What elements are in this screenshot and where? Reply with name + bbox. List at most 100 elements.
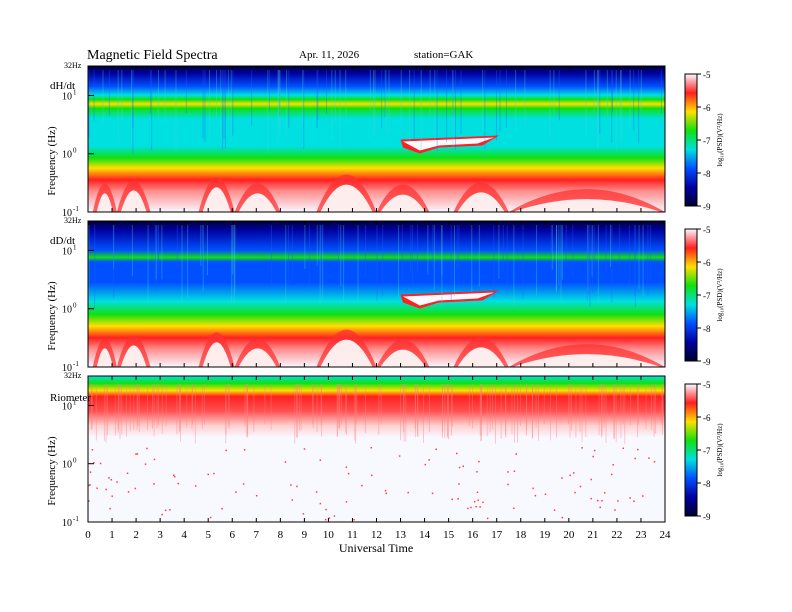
noise-speck — [622, 447, 625, 450]
white-activity-region — [512, 199, 661, 212]
noise-speck — [634, 457, 636, 460]
noise-speck — [110, 478, 113, 481]
noise-speck — [617, 500, 619, 502]
noise-speck — [153, 458, 156, 461]
noise-speck — [479, 506, 481, 508]
noise-speck — [303, 448, 306, 450]
y-tick-exponent: 0 — [73, 147, 77, 155]
y-tick-label: 10 — [62, 150, 72, 161]
noise-speck — [590, 478, 592, 481]
noise-speck — [177, 482, 180, 485]
y-tick-label: 10 — [62, 460, 72, 471]
noise-speck — [319, 502, 322, 505]
noise-speck — [96, 487, 98, 489]
colorbar — [684, 228, 698, 362]
colorbar-tick-label: -6 — [703, 258, 711, 268]
colorbar-tick-label: -7 — [703, 291, 711, 301]
noise-speck — [581, 447, 583, 449]
noise-speck — [451, 498, 453, 501]
noise-speck — [255, 494, 258, 497]
noise-speck — [225, 449, 227, 452]
noise-speck — [135, 453, 137, 455]
y-tick-label: 10 — [62, 401, 72, 412]
noise-speck — [89, 484, 91, 486]
noise-speck — [590, 497, 592, 500]
station-label: station=GAK — [414, 49, 473, 61]
x-tick-label: 24 — [660, 529, 672, 541]
noise-speck — [629, 497, 631, 499]
x-tick-label: 1 — [109, 529, 115, 541]
y-tick-exponent: -1 — [73, 360, 79, 368]
y-axis-label: Frequency (Hz) — [46, 126, 58, 196]
noise-speck — [553, 509, 556, 511]
x-tick-label: 12 — [371, 529, 382, 541]
noise-speck — [325, 508, 327, 511]
noise-speck — [486, 517, 489, 520]
y-tick-label: 10 — [62, 518, 72, 529]
noise-speck — [648, 457, 650, 459]
noise-speck — [91, 449, 94, 451]
y-top-label: 32Hz — [64, 61, 82, 70]
noise-speck — [593, 449, 596, 452]
noise-speck — [345, 501, 348, 503]
noise-speck — [324, 518, 327, 521]
noise-speck — [477, 499, 479, 501]
noise-speck — [513, 507, 515, 510]
x-tick-label: 15 — [443, 529, 455, 541]
x-tick-label: 23 — [635, 529, 647, 541]
white-activity-region — [96, 348, 113, 367]
spectrogram-band — [88, 221, 665, 367]
noise-speck — [284, 461, 287, 463]
noise-speck — [398, 455, 401, 457]
noise-speck — [592, 455, 594, 458]
y-tick-exponent: 0 — [73, 457, 77, 465]
noise-speck — [89, 471, 92, 473]
noise-speck — [561, 477, 563, 479]
noise-speck — [173, 474, 175, 477]
noise-speck — [136, 453, 139, 455]
noise-speck — [476, 491, 479, 494]
y-tick-label: 10 — [62, 305, 72, 316]
noise-speck — [574, 491, 576, 494]
noise-speck — [458, 466, 461, 469]
noise-speck — [614, 509, 616, 511]
white-activity-region — [320, 184, 373, 212]
y-tick-label: 10 — [62, 363, 72, 374]
noise-speck — [385, 492, 388, 495]
noise-speck — [513, 470, 516, 472]
noise-speck — [296, 485, 298, 488]
x-tick-label: 19 — [539, 529, 551, 541]
x-tick-label: 9 — [302, 529, 308, 541]
noise-speck — [435, 448, 437, 451]
colorbar-tick-label: -9 — [703, 202, 711, 212]
white-activity-region — [120, 190, 147, 212]
colorbar-tick-label: -9 — [703, 357, 711, 367]
white-activity-region — [120, 345, 147, 367]
y-axis-label: Frequency (Hz) — [46, 436, 58, 506]
white-activity-region — [380, 194, 426, 212]
plume-core — [402, 137, 495, 151]
colorbar-tick-label: -5 — [703, 225, 711, 235]
colorbar-tick-label: -6 — [703, 413, 711, 423]
noise-speck — [612, 464, 614, 466]
colorbar-tick-label: -5 — [703, 70, 711, 80]
white-activity-region — [202, 187, 231, 212]
noise-speck — [93, 461, 95, 464]
y-tick-exponent: 1 — [73, 88, 77, 96]
noise-speck — [127, 491, 130, 493]
noise-speck — [475, 505, 477, 508]
noise-speck — [290, 484, 292, 486]
x-tick-label: 4 — [181, 529, 187, 541]
noise-speck — [534, 494, 537, 497]
y-tick-exponent: -1 — [73, 515, 79, 523]
noise-speck — [99, 462, 102, 465]
noise-speck — [164, 509, 167, 512]
x-tick-label: 20 — [563, 529, 575, 541]
white-activity-region — [96, 193, 113, 212]
noise-speck — [633, 500, 635, 503]
colorbar-label: log₁₀(PSD)(V²/Hz) — [716, 268, 724, 322]
x-tick-label: 2 — [133, 529, 139, 541]
noise-speck — [507, 471, 509, 473]
